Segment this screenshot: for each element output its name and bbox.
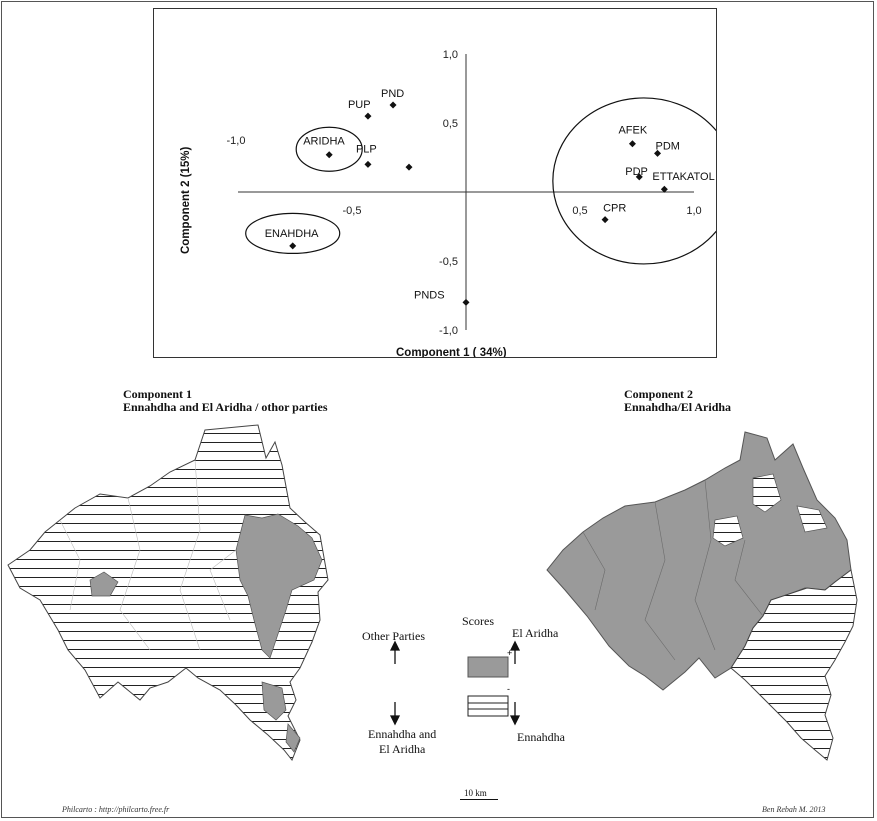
legend-el-aridha-line: El Aridha [378, 742, 426, 756]
y-tick-label: -1,0 [439, 325, 458, 337]
legend-ennahdha-and-line: Ennahdha and [368, 727, 437, 741]
data-point [660, 185, 668, 193]
x-axis-title: Component 1 ( 34%) [396, 347, 507, 357]
legend-plus: + [507, 648, 512, 658]
point-label: PUP [348, 99, 371, 111]
data-point [635, 173, 643, 181]
data-point [601, 216, 609, 224]
x-tick-label: 1,0 [686, 205, 701, 217]
right-map-boundaries [582, 479, 764, 661]
left-map-region-hatched [7, 424, 329, 761]
point-label: ETTAKATOL [652, 171, 714, 183]
point-label: CPR [603, 203, 626, 215]
arrow-up-right-head-icon [509, 640, 521, 651]
legend-ennahdha-and-el-aridha: Ennahdha and El Aridha [368, 727, 436, 757]
x-tick-label: 0,5 [572, 205, 587, 217]
legend-title: Scores [462, 614, 494, 628]
point-label: PLP [356, 143, 377, 155]
scale-bar [460, 799, 498, 800]
left-map [7, 424, 329, 761]
footer-credit-left: Philcarto : http://philcarto.free.fr [62, 805, 170, 814]
arrow-down-left-head-icon [389, 715, 401, 726]
pca-plot-box: -1,0 -0,5 0,5 1,0 1,0 0,5 -0,5 -1,0 PND PUP ARIDHA… [153, 8, 736, 359]
group-ellipse-aridha [295, 126, 363, 172]
point-label: PND [381, 88, 404, 100]
point-label: PDP [625, 166, 648, 178]
y-axis-title: Component 2 (15%) [180, 146, 192, 254]
right-map-region-hatched-east [796, 505, 828, 533]
legend-other-parties: Other Parties [362, 629, 425, 643]
group-ellipse-enahdha [245, 212, 341, 254]
y-tick-label: -0,5 [439, 256, 458, 268]
left-map-region-grey-south2 [285, 723, 301, 753]
y-tick-label: 0,5 [443, 118, 458, 130]
arrow-down-right-head-icon [509, 715, 521, 726]
left-map-region-grey-centre [89, 571, 119, 597]
left-map-region-grey-south [261, 681, 287, 721]
data-point [289, 242, 297, 250]
data-point [462, 298, 470, 306]
x-tick-label: -0,5 [343, 205, 362, 217]
point-label: PNDS [414, 289, 445, 301]
legend-swatch-positive [467, 656, 509, 678]
legend-graphic: + - [389, 640, 521, 726]
point-label: PDM [656, 140, 680, 152]
footer-credit-right: Ben Rebah M. 2013 [762, 805, 826, 814]
legend-ennahdha: Ennahdha [517, 730, 565, 744]
legend-minus: - [507, 684, 510, 694]
data-point [389, 101, 397, 109]
x-tick-label: -1,0 [227, 135, 246, 147]
data-point [325, 151, 333, 159]
left-map-title-line1: Component 1 [123, 387, 193, 401]
data-point [654, 149, 662, 157]
point-label: ENAHDHA [265, 228, 319, 240]
left-map-title-line2: Ennahdha and El Aridha / othor parties [123, 400, 328, 414]
legend-swatch-negative [467, 695, 509, 717]
left-map-region-grey-east [235, 513, 323, 659]
right-map [546, 431, 858, 761]
left-map-title: Component 1 Ennahdha and El Aridha / oth… [123, 388, 328, 414]
arrow-up-left-head-icon [389, 640, 401, 651]
data-point [628, 140, 636, 148]
right-map-region-hatched-mid [712, 515, 744, 547]
right-map-region-hatched-south [730, 569, 858, 761]
scale-label: 10 km [464, 788, 487, 798]
right-map-region-hatched-north [752, 473, 782, 513]
legend-el-aridha: El Aridha [512, 626, 559, 640]
right-map-title-line2: Ennahdha/El Aridha [624, 400, 732, 414]
left-map-boundaries [59, 459, 237, 651]
y-tick-label: 1,0 [443, 49, 458, 61]
point-label: AFEK [618, 125, 647, 137]
right-map-title-line1: Component 2 [624, 387, 694, 401]
point-label: ARIDHA [303, 136, 345, 148]
right-map-title: Component 2 Ennahdha/El Aridha [624, 388, 731, 414]
data-point [405, 163, 413, 171]
pca-scatter-plot: -1,0 -0,5 0,5 1,0 1,0 0,5 -0,5 -1,0 PND PUP ARIDHA… [180, 49, 736, 359]
data-point [364, 160, 372, 168]
data-point [364, 112, 372, 120]
